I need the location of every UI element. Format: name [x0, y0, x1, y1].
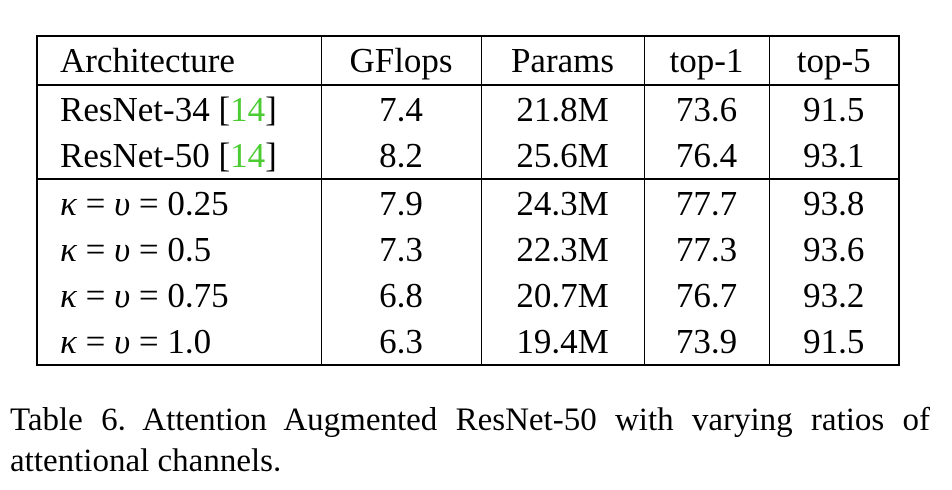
equals-sign: = — [85, 183, 106, 223]
equals-sign: = — [85, 275, 106, 315]
table-row: κ = υ = 1.0 6.3 19.4M 73.9 91.5 — [36, 318, 899, 365]
table-row: κ = υ = 0.75 6.8 20.7M 76.7 93.2 — [36, 272, 899, 318]
upsilon-symbol: υ — [114, 275, 131, 315]
header-top1: top-1 — [643, 36, 769, 86]
arch-name: ResNet-50 [ — [60, 135, 231, 175]
citation-link[interactable]: 14 — [230, 135, 266, 175]
ratio-cell: κ = υ = 0.5 — [36, 226, 321, 272]
caption-text: Attention Augmented ResNet-50 with varyi… — [10, 402, 930, 479]
gflops-cell: 7.3 — [320, 226, 481, 272]
top1-cell: 76.7 — [643, 272, 769, 318]
params-cell: 21.8M — [480, 85, 644, 132]
top5-cell: 93.2 — [768, 272, 899, 318]
arch-cell: ResNet-50 [14] — [36, 132, 321, 180]
results-table: Architecture GFlops Params top-1 top-5 R… — [36, 35, 900, 366]
top1-cell: 73.9 — [643, 318, 769, 365]
top1-cell: 77.3 — [643, 226, 769, 272]
header-gflops: GFlops — [320, 36, 481, 86]
gflops-cell: 7.9 — [320, 179, 481, 226]
equals-sign: = — [138, 321, 159, 361]
ratio-value: 0.25 — [167, 183, 229, 223]
kappa-symbol: κ — [60, 275, 77, 315]
equals-sign: = — [138, 183, 159, 223]
gflops-cell: 6.3 — [320, 318, 481, 365]
top1-cell: 76.4 — [643, 132, 769, 180]
table-row: ResNet-50 [14] 8.2 25.6M 76.4 93.1 — [36, 132, 899, 180]
caption-label: Table 6. — [10, 402, 126, 438]
ratio-cell: κ = υ = 1.0 — [36, 318, 321, 365]
table-caption: Table 6. Attention Augmented ResNet-50 w… — [10, 400, 930, 482]
header-architecture: Architecture — [36, 36, 321, 86]
kappa-symbol: κ — [60, 229, 77, 269]
kappa-symbol: κ — [60, 321, 77, 361]
gflops-cell: 8.2 — [320, 132, 481, 180]
header-top5: top-5 — [768, 36, 899, 86]
table-row: ResNet-34 [14] 7.4 21.8M 73.6 91.5 — [36, 85, 899, 132]
header-params: Params — [480, 36, 644, 86]
citation-link[interactable]: 14 — [230, 89, 266, 129]
top5-cell: 91.5 — [768, 318, 899, 365]
ratio-value: 0.5 — [167, 229, 212, 269]
equals-sign: = — [85, 229, 106, 269]
equals-sign: = — [138, 229, 159, 269]
top5-cell: 93.1 — [768, 132, 899, 180]
table-row: κ = υ = 0.25 7.9 24.3M 77.7 93.8 — [36, 179, 899, 226]
equals-sign: = — [85, 321, 106, 361]
kappa-symbol: κ — [60, 183, 77, 223]
top5-cell: 93.6 — [768, 226, 899, 272]
arch-name: ResNet-34 [ — [60, 89, 231, 129]
params-cell: 19.4M — [480, 318, 644, 365]
bracket-close: ] — [265, 135, 277, 175]
params-cell: 22.3M — [480, 226, 644, 272]
table-header-row: Architecture GFlops Params top-1 top-5 — [36, 36, 899, 86]
top5-cell: 93.8 — [768, 179, 899, 226]
ratio-value: 1.0 — [167, 321, 212, 361]
top1-cell: 73.6 — [643, 85, 769, 132]
top5-cell: 91.5 — [768, 85, 899, 132]
equals-sign: = — [138, 275, 159, 315]
ratio-cell: κ = υ = 0.75 — [36, 272, 321, 318]
arch-cell: ResNet-34 [14] — [36, 85, 321, 132]
params-cell: 25.6M — [480, 132, 644, 180]
table-row: κ = υ = 0.5 7.3 22.3M 77.3 93.6 — [36, 226, 899, 272]
params-cell: 24.3M — [480, 179, 644, 226]
upsilon-symbol: υ — [114, 183, 131, 223]
ratio-value: 0.75 — [167, 275, 229, 315]
top1-cell: 77.7 — [643, 179, 769, 226]
ratio-cell: κ = υ = 0.25 — [36, 179, 321, 226]
gflops-cell: 7.4 — [320, 85, 481, 132]
gflops-cell: 6.8 — [320, 272, 481, 318]
params-cell: 20.7M — [480, 272, 644, 318]
upsilon-symbol: υ — [114, 321, 131, 361]
upsilon-symbol: υ — [114, 229, 131, 269]
bracket-close: ] — [265, 89, 277, 129]
